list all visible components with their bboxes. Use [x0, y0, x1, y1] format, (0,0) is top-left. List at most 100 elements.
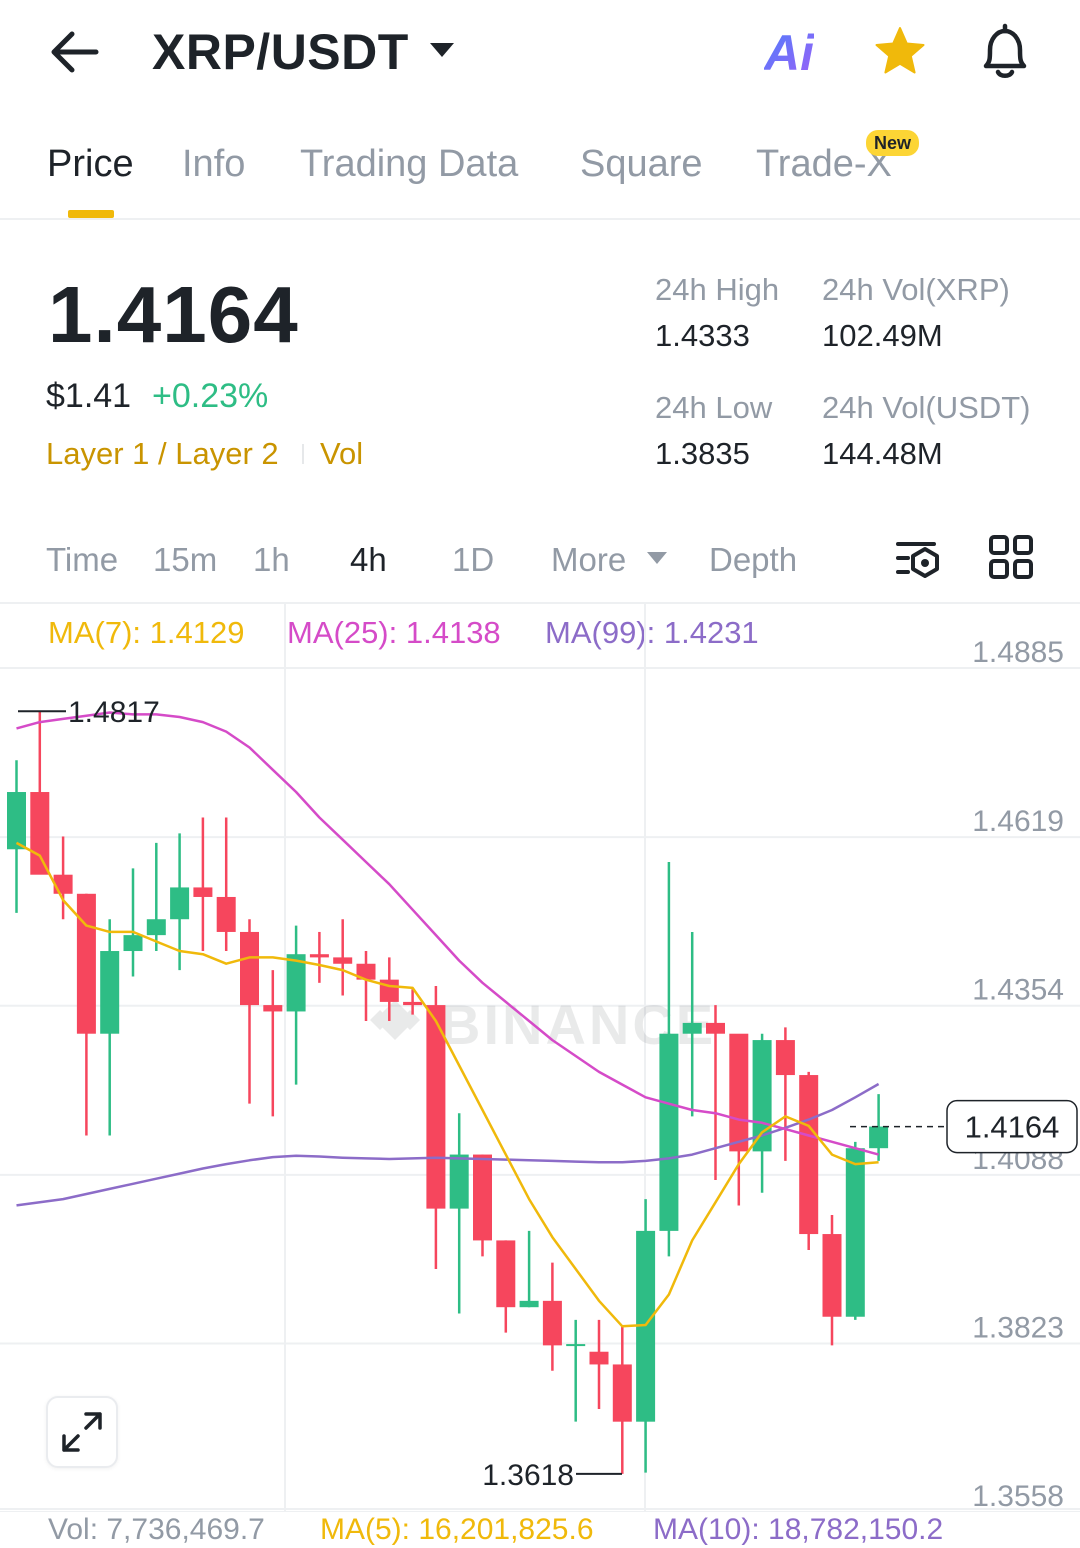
candle	[636, 1199, 656, 1473]
candle-body	[193, 887, 213, 897]
bell-icon[interactable]	[976, 22, 1034, 87]
tab-info[interactable]: Info	[182, 143, 246, 185]
candle	[752, 1033, 772, 1193]
candle	[403, 989, 423, 1015]
interval-4h[interactable]: 4h	[350, 541, 387, 578]
interval-time[interactable]: Time	[46, 541, 119, 578]
candlestick-chart[interactable]: BINANCE 1.48851.46191.43541.40881.38231.…	[0, 604, 1080, 1512]
ma7-legend: MA(7): 1.4129	[48, 615, 245, 650]
vol-ma10-legend: MA(10): 18,782,150.2	[653, 1513, 944, 1546]
candle-body	[356, 963, 376, 980]
candle-body	[123, 935, 143, 952]
candle-body	[845, 1148, 865, 1317]
candle-body	[7, 792, 26, 850]
candle	[729, 1033, 749, 1206]
low-price-label: 1.3618	[482, 1459, 574, 1492]
candle	[146, 842, 166, 952]
candle	[7, 760, 26, 913]
tabs-divider	[0, 218, 1080, 220]
candle-body	[706, 1022, 725, 1034]
ma99-line	[16, 1082, 880, 1207]
candle	[170, 833, 190, 971]
pair-title[interactable]: XRP/USDT	[152, 24, 409, 80]
candle-body	[216, 896, 236, 932]
candle	[309, 931, 329, 983]
stat-24h-high-label: 24h High	[655, 272, 780, 307]
stat-24h-low-label: 24h Low	[655, 390, 773, 425]
caret-down-icon[interactable]	[428, 40, 456, 65]
ai-icon[interactable]: Ai	[764, 25, 814, 81]
moving-averages	[15, 711, 880, 1328]
watermark-diamond-small	[370, 1010, 420, 1030]
interval-1d[interactable]: 1D	[452, 541, 495, 578]
tab-price[interactable]: Price	[47, 143, 134, 185]
candle-body	[496, 1240, 516, 1308]
y-tick-label: 1.4885	[972, 636, 1064, 669]
candle	[799, 1071, 819, 1250]
interval-depth[interactable]: Depth	[709, 541, 798, 578]
watermark-diamond	[375, 1000, 415, 1040]
candle	[263, 970, 283, 1117]
chart-grid	[0, 604, 1080, 1512]
candle-body	[309, 954, 329, 958]
vol-tag[interactable]: Vol	[320, 436, 364, 471]
stat-24h-high-value: 1.4333	[655, 318, 750, 353]
chart-labels: 1.48851.46191.43541.40881.38231.35581.48…	[18, 636, 1078, 1512]
toolbar-divider	[0, 602, 1080, 604]
grid-layout-icon[interactable]	[988, 534, 1034, 585]
high-price-label: 1.4817	[68, 696, 160, 729]
stat-24h-vol-usdt-value: 144.48M	[822, 436, 943, 471]
ma25-line	[16, 711, 879, 1156]
candle	[123, 868, 143, 977]
candle-body	[333, 957, 353, 964]
price-change-percent: +0.23%	[152, 377, 269, 415]
candle-body	[30, 792, 50, 875]
candle	[473, 1154, 492, 1257]
tab-square[interactable]: Square	[580, 143, 703, 185]
stat-24h-vol-xrp-label: 24h Vol(XRP)	[822, 272, 1010, 307]
new-badge: New	[866, 130, 920, 156]
candles	[7, 711, 889, 1474]
candle-body	[775, 1040, 795, 1076]
star-icon[interactable]	[872, 24, 928, 85]
candle	[286, 925, 306, 1085]
candle-body	[100, 951, 120, 1034]
expand-icon	[62, 1412, 102, 1452]
interval-15m[interactable]: 15m	[153, 541, 218, 578]
candle	[869, 1094, 889, 1161]
y-tick-label: 1.4619	[972, 805, 1064, 838]
candle	[426, 986, 446, 1270]
candle-body	[53, 874, 73, 894]
candle-body	[566, 1344, 586, 1347]
candle	[76, 893, 96, 1136]
back-button[interactable]	[40, 22, 110, 82]
candle	[612, 1326, 632, 1474]
ma7-line	[15, 841, 879, 1328]
fullscreen-button[interactable]	[46, 1396, 118, 1468]
interval-1h[interactable]: 1h	[253, 541, 290, 578]
last-price: 1.4164	[48, 270, 299, 359]
interval-more[interactable]: More	[551, 541, 627, 578]
more-caret-icon[interactable]	[646, 550, 668, 571]
candle-body	[636, 1230, 656, 1422]
usd-price: $1.41	[46, 377, 132, 415]
tab-trading-data[interactable]: Trading Data	[300, 143, 519, 185]
candle-body	[729, 1033, 749, 1152]
candle	[100, 919, 120, 1136]
last-price-tag-label: 1.4164	[965, 1110, 1060, 1145]
candle	[193, 817, 213, 952]
candle-body	[542, 1300, 562, 1346]
candle-body	[869, 1126, 889, 1149]
candle-body	[286, 954, 306, 1012]
back-arrow-icon	[51, 31, 99, 73]
candle	[333, 919, 353, 996]
candle-body	[822, 1234, 842, 1317]
active-tab-indicator	[68, 210, 114, 218]
candle-body	[146, 919, 166, 936]
y-tick-label: 1.3558	[972, 1480, 1064, 1512]
indicator-settings-icon[interactable]	[894, 536, 942, 587]
y-tick-label: 1.3823	[972, 1311, 1064, 1344]
stat-24h-vol-xrp-value: 102.49M	[822, 318, 943, 353]
category-tag[interactable]: Layer 1 / Layer 2	[46, 436, 279, 471]
volume-divider	[0, 1508, 1080, 1510]
